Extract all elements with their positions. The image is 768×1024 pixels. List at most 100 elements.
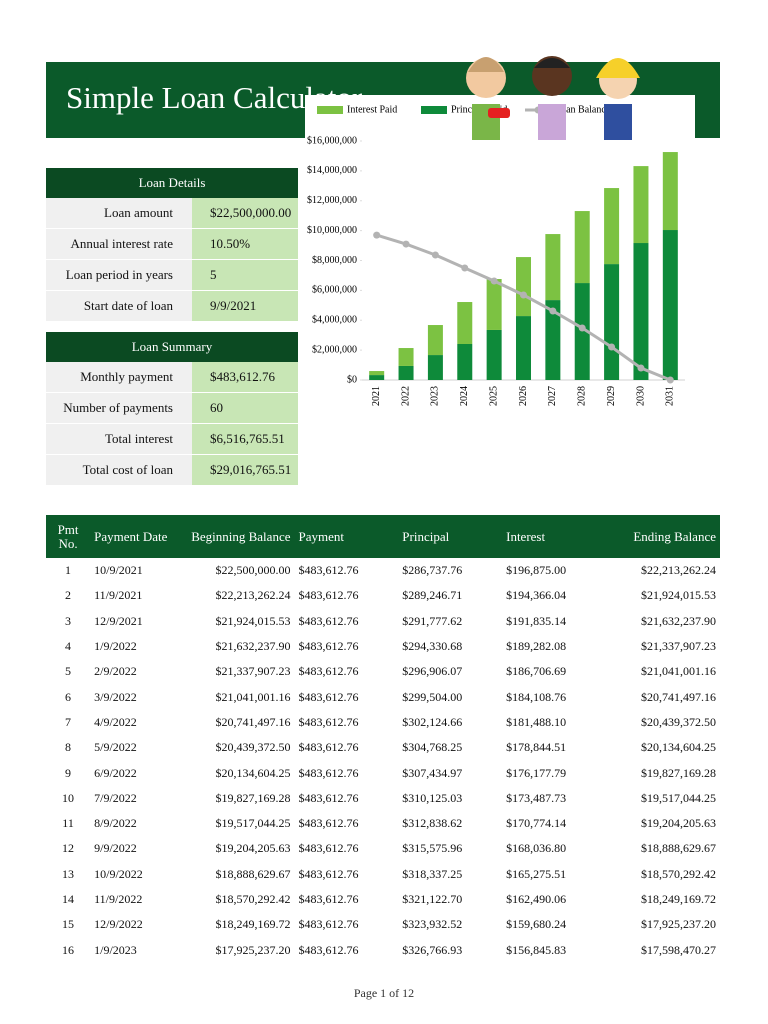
- table-cell: 14: [62, 892, 75, 906]
- x-tick-label: 2024: [459, 386, 470, 406]
- table-cell: $22,500,000.00: [215, 563, 291, 578]
- table-cell: $18,888,629.67: [215, 866, 291, 881]
- table-cell: $483,612.76: [298, 765, 359, 780]
- x-tick-label: 2028: [577, 386, 588, 406]
- bar: [427, 325, 443, 356]
- table-cell: $483,612.76: [298, 866, 359, 881]
- table-cell: $19,827,169.28: [641, 765, 716, 780]
- table-row: 7 4/9/2022 $20,741,497.16 $483,612.76 $302,1…: [46, 710, 720, 735]
- table-cell: $189,282.08: [506, 639, 567, 654]
- table-cell: 6/9/2022: [94, 765, 137, 780]
- bar: [486, 329, 502, 380]
- table-cell: $19,517,044.25: [641, 790, 716, 805]
- bar: [633, 243, 649, 380]
- chart: $0 $2,000,000 $4,000,000 $6,000,000 $8,000,0…: [305, 95, 695, 415]
- y-tick-label: $10,000,000: [307, 225, 357, 236]
- table-cell: $196,875.00: [506, 563, 567, 578]
- y-tick-label: $14,000,000: [307, 165, 357, 176]
- table-cell: 6: [65, 689, 72, 704]
- table-cell: 5: [65, 664, 72, 679]
- table-cell: $21,337,907.23: [641, 639, 716, 654]
- table-cell: 10/9/2022: [94, 866, 143, 881]
- table-row: 2 11/9/2021 $22,213,262.24 $483,612.76 $289,…: [46, 583, 720, 608]
- y-tick-label: $16,000,000: [307, 135, 357, 146]
- table-cell: $22,213,262.24: [641, 563, 716, 578]
- table-cell: $168,036.80: [506, 841, 567, 856]
- table-row: 3 12/9/2021 $21,924,015.53 $483,612.76 $291,…: [46, 609, 720, 634]
- panel-row: Loan amount $22,500,000.00: [46, 198, 298, 229]
- line-point: [608, 343, 616, 351]
- row-label: Loan amount: [46, 198, 192, 228]
- table-cell: 11/9/2022: [94, 892, 143, 906]
- table-cell: $17,598,470.27: [641, 942, 716, 957]
- line-point: [373, 231, 381, 239]
- table-cell: $17,925,237.20: [215, 942, 291, 957]
- row-value: $483,612.76: [192, 362, 298, 392]
- table-cell: $19,204,205.63: [641, 816, 716, 831]
- bar: [574, 211, 590, 284]
- table-cell: 7: [65, 714, 72, 729]
- legend-swatch: [421, 106, 447, 114]
- table-cell: $483,612.76: [298, 917, 359, 932]
- table-cell: 5/9/2022: [94, 740, 137, 755]
- table-cell: 3/9/2022: [94, 689, 137, 704]
- table-cell: $321,122.70: [402, 892, 463, 906]
- bar: [662, 230, 678, 380]
- table-cell: 15: [62, 917, 75, 932]
- x-tick-label: 2023: [430, 386, 441, 406]
- table-row: 10 7/9/2022 $19,827,169.28 $483,612.76 $310,…: [46, 786, 720, 811]
- table-cell: $20,741,497.16: [641, 689, 716, 704]
- table-cell: $19,204,205.63: [215, 841, 291, 856]
- panel-row: Monthly payment $483,612.76: [46, 362, 298, 393]
- bar: [398, 348, 414, 366]
- table-cell: $483,612.76: [298, 689, 359, 704]
- table-cell: 10: [62, 790, 75, 805]
- bar: [545, 300, 561, 380]
- line-point: [461, 264, 469, 272]
- table-cell: $483,612.76: [298, 841, 359, 856]
- table-cell: 7/9/2022: [94, 790, 137, 805]
- column-header: Payment: [294, 515, 399, 558]
- panel-header: Loan Summary: [46, 332, 298, 362]
- table-cell: 4/9/2022: [94, 714, 137, 729]
- table-row: 1 10/9/2021 $22,500,000.00 $483,612.76 $286,…: [46, 558, 720, 583]
- table-cell: $20,439,372.50: [641, 714, 716, 729]
- table-cell: $194,366.04: [506, 588, 567, 603]
- table-row: 16 1/9/2023 $17,925,237.20 $483,612.76 $326,…: [46, 937, 720, 962]
- table-row: 4 1/9/2022 $21,632,237.90 $483,612.76 $294,3…: [46, 634, 720, 659]
- table-cell: $18,888,629.67: [641, 841, 716, 856]
- table-cell: 3: [65, 613, 72, 628]
- table-cell: $19,827,169.28: [215, 790, 291, 805]
- table-cell: $483,612.76: [298, 613, 359, 628]
- table-cell: $186,706.69: [506, 664, 567, 679]
- table-cell: $483,612.76: [298, 790, 359, 805]
- y-tick-label: $8,000,000: [312, 255, 357, 266]
- table-row: 6 3/9/2022 $21,041,001.16 $483,612.76 $299,5…: [46, 684, 720, 709]
- y-tick-label: $12,000,000: [307, 195, 357, 206]
- bar: [369, 375, 385, 380]
- bar: [574, 283, 590, 380]
- line-point: [490, 277, 498, 285]
- bar: [516, 257, 531, 317]
- row-label: Total interest: [46, 424, 192, 454]
- table-cell: $173,487.73: [506, 790, 567, 805]
- row-value: $22,500,000.00: [192, 198, 298, 228]
- table-cell: 11: [62, 816, 74, 831]
- table-row: 9 6/9/2022 $20,134,604.25 $483,612.76 $307,4…: [46, 760, 720, 785]
- table-cell: $483,612.76: [298, 816, 359, 831]
- table-cell: $315,575.96: [402, 841, 463, 856]
- table-cell: $162,490.06: [506, 892, 567, 906]
- line-point: [431, 251, 439, 259]
- column-header: Pmt No.: [46, 515, 91, 558]
- panel-row: Loan period in years 5: [46, 260, 298, 291]
- row-value: 10.50%: [192, 229, 298, 259]
- table-cell: $21,632,237.90: [641, 613, 716, 628]
- line-point: [637, 364, 645, 372]
- bar: [545, 234, 561, 301]
- row-value: 9/9/2021: [192, 291, 298, 321]
- panel-row: Start date of loan 9/9/2021: [46, 291, 298, 322]
- table-cell: $21,337,907.23: [215, 664, 291, 679]
- table-cell: $20,134,604.25: [641, 740, 716, 755]
- table-cell: $483,612.76: [298, 892, 359, 906]
